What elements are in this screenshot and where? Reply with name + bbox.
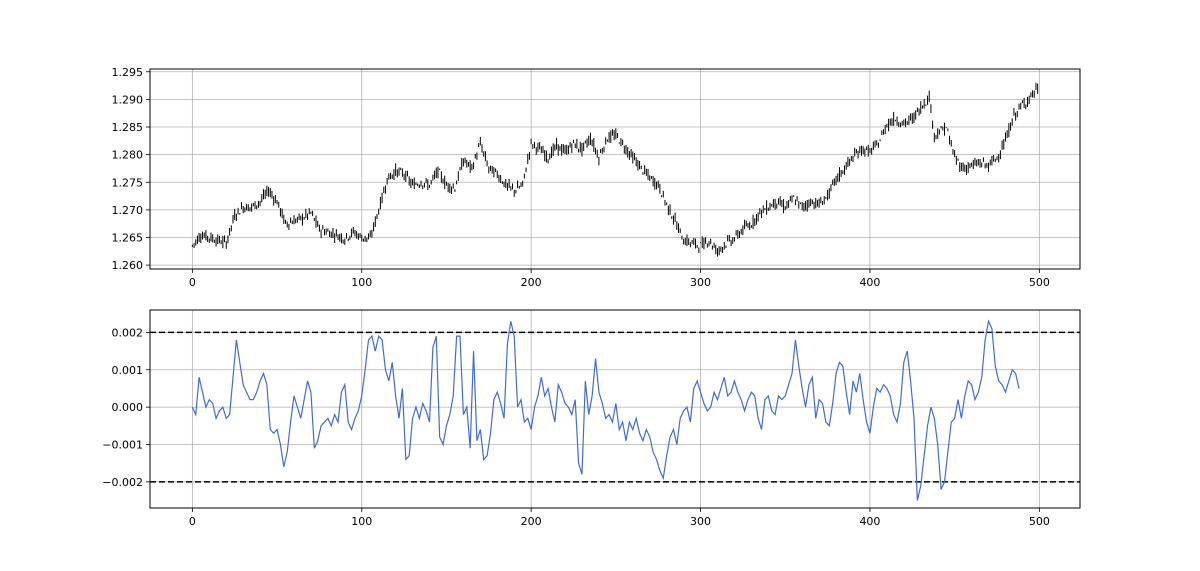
oscillator-y-tick-label: −0.002 <box>102 476 143 489</box>
oscillator-x-tick-label: 500 <box>1029 515 1050 528</box>
oscillator-y-axis: −0.002 −0.001 0.000 0.001 0.002 <box>102 326 150 489</box>
price-y-tick-label: 1.270 <box>112 204 144 217</box>
price-candle-series <box>191 82 1039 257</box>
price-y-tick-label: 1.275 <box>112 176 144 189</box>
oscillator-x-tick-label: 0 <box>189 515 196 528</box>
price-y-tick-label: 1.285 <box>112 121 144 134</box>
price-x-tick-label: 400 <box>859 276 880 289</box>
oscillator-x-tick-label: 400 <box>859 515 880 528</box>
price-chart-panel: 1.260 1.265 1.270 1.275 1.280 1.285 1.290 1.295… <box>112 66 1081 289</box>
price-chart-frame <box>149 68 1081 270</box>
price-y-tick-label: 1.295 <box>112 66 144 79</box>
price-x-tick-label: 0 <box>189 276 196 289</box>
oscillator-threshold-lines <box>150 331 1080 483</box>
oscillator-chart-panel: −0.002 −0.001 0.000 0.001 0.002 0 100 200 300 40… <box>102 309 1081 528</box>
oscillator-y-tick-label: 0.000 <box>112 401 144 414</box>
oscillator-x-tick-label: 300 <box>690 515 711 528</box>
oscillator-line <box>191 319 1020 501</box>
price-chart-plot-area <box>150 69 1080 269</box>
price-y-tick-label: 1.265 <box>112 232 144 245</box>
oscillator-x-tick-label: 200 <box>521 515 542 528</box>
price-x-tick-label: 500 <box>1029 276 1050 289</box>
oscillator-series <box>191 319 1020 501</box>
price-x-axis: 0 100 200 300 400 500 <box>189 269 1050 289</box>
price-chart-grid <box>150 69 1080 269</box>
oscillator-y-tick-label: 0.002 <box>112 326 144 339</box>
price-y-axis: 1.260 1.265 1.270 1.275 1.280 1.285 1.290 1.295 <box>112 66 150 272</box>
oscillator-chart-frame <box>149 309 1081 509</box>
oscillator-x-axis: 0 100 200 300 400 500 <box>189 508 1050 528</box>
price-x-tick-label: 200 <box>521 276 542 289</box>
price-y-tick-label: 1.290 <box>112 93 144 106</box>
oscillator-y-tick-label: −0.001 <box>102 438 143 451</box>
price-x-tick-label: 300 <box>690 276 711 289</box>
oscillator-x-tick-label: 100 <box>351 515 372 528</box>
oscillator-y-tick-label: 0.001 <box>112 364 144 377</box>
price-x-tick-label: 100 <box>351 276 372 289</box>
price-y-tick-label: 1.260 <box>112 259 144 272</box>
price-y-tick-label: 1.280 <box>112 149 144 162</box>
